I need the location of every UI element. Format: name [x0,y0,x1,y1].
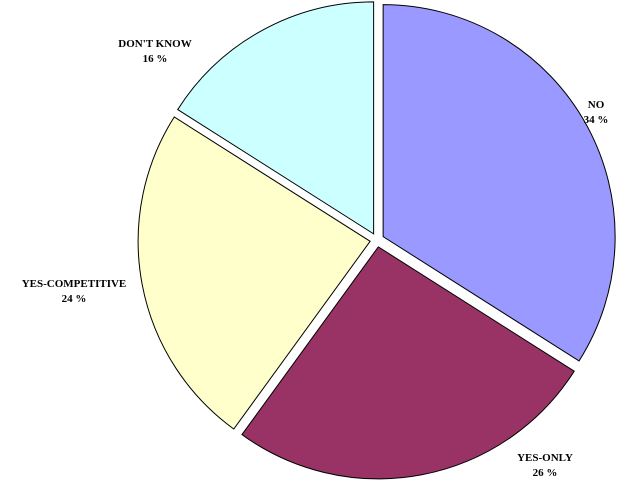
slice-label-no: NO [588,99,605,111]
slice-label-don-t-know: DON'T KNOW [118,38,191,50]
pie-slice-no [382,4,616,362]
pie-slices [137,1,616,480]
slice-label-yes-competitive: YES-COMPETITIVE [22,278,127,290]
pie-slice-yes-competitive [137,116,371,430]
slice-percent-don-t-know: 16 % [143,53,168,65]
slice-percent-no: 34 % [584,114,609,126]
pie-labels: NO 34 % YES-ONLY 26 % YES-COMPETITIVE 24 % DON… [22,38,609,479]
pie-slice-yes-only [241,246,575,480]
slice-percent-yes-only: 26 % [533,467,558,479]
slice-percent-yes-competitive: 24 % [62,293,87,305]
pie-slice-don-t-know [177,1,375,235]
slice-label-yes-only: YES-ONLY [517,452,573,464]
